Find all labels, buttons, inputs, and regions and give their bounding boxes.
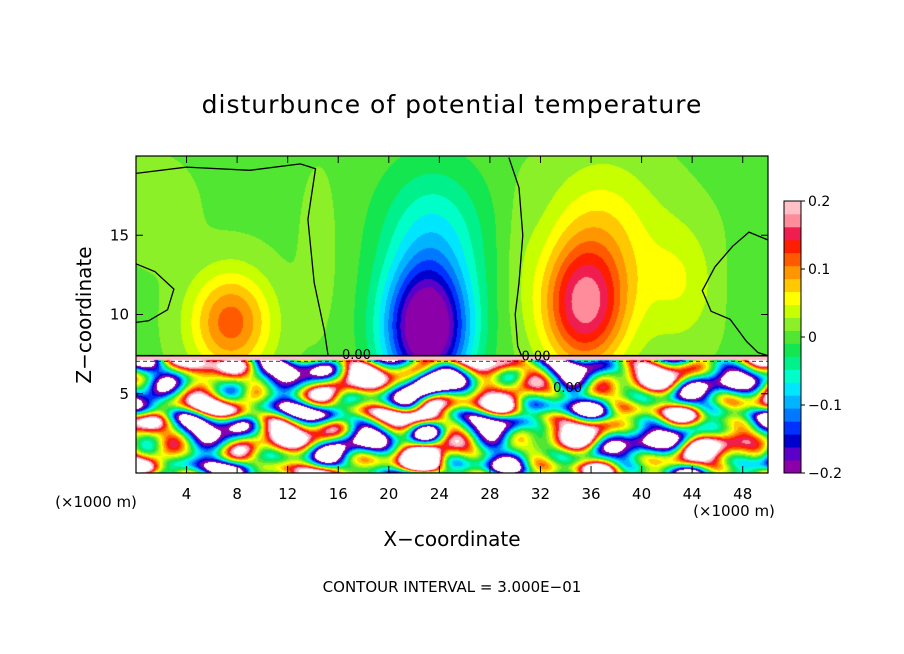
colorbar-ticks: 0.2 0.1 0 −0.1 −0.2 [801,194,842,482]
colorbar-tick-label: −0.1 [808,398,842,414]
contour-labels: 0.00 0.00 0.00 [342,348,582,396]
y-axis-label: Z−coordinate [72,246,96,383]
x-tick-label: 24 [430,485,449,503]
x-tick-label: 44 [683,485,702,503]
colorbar-swatch [784,239,801,254]
zero-contour-line [508,157,524,356]
zero-contour-line [136,163,329,356]
contour-label: 0.00 [553,381,582,396]
x-tick-label: 48 [733,485,752,503]
colorbar-swatch [784,252,801,267]
colorbar-swatch [784,460,801,474]
x-axis-unit-left: (×1000 m) [55,493,137,511]
chart-title: disturbunce of potential temperature [202,90,703,119]
colorbar-swatch [784,201,801,215]
colorbar-swatch [784,317,801,331]
colorbar-swatch [784,369,801,383]
colorbar-swatch [784,330,801,344]
x-tick-label: 12 [278,485,297,503]
colorbar-swatch [784,213,801,228]
colorbar-swatch [784,343,801,357]
y-tick-label: 10 [110,306,129,324]
colorbar-swatch [784,408,801,422]
contour-label: 0.00 [522,349,551,364]
y-axis-ticks: 5 10 15 [110,226,768,403]
colorbar-swatch [784,434,801,448]
colorbar-swatch [784,226,801,241]
x-tick-label: 36 [581,485,600,503]
x-tick-label: 40 [632,485,651,503]
y-tick-label: 5 [119,385,129,403]
contour-lines [136,157,768,362]
colorbar-tick-label: −0.2 [808,466,842,482]
colorbar-swatch [784,395,801,409]
x-axis-label: X−coordinate [383,527,520,551]
colorbar-tick-label: 0.1 [808,262,830,278]
zero-contour-line [136,263,175,324]
y-tick-label: 15 [110,226,129,244]
heatmap-field [136,156,768,473]
contour-label: 0.00 [342,348,371,363]
x-tick-label: 8 [232,485,242,503]
x-tick-label: 28 [480,485,499,503]
x-axis-ticks: 4 8 12 16 20 24 28 32 36 40 44 48 [182,156,752,503]
x-tick-label: 32 [531,485,550,503]
colorbar: 0.2 0.1 0 −0.1 −0.2 [783,194,842,482]
colorbar-swatches [784,201,801,474]
colorbar-tick-label: 0.2 [808,194,830,210]
colorbar-swatch [784,304,801,318]
x-axis-unit-right: (×1000 m) [693,502,775,520]
colorbar-swatch [784,265,801,280]
colorbar-tick-label: 0 [808,330,817,346]
colorbar-swatch [784,356,801,370]
plot-area: 0.00 0.00 0.00 [135,155,769,474]
zero-contour-line [701,231,768,357]
x-tick-label: 16 [329,485,348,503]
colorbar-swatch [784,447,801,461]
colorbar-swatch [784,278,801,293]
colorbar-swatch [784,421,801,435]
x-tick-label: 4 [182,485,192,503]
contour-interval-note: CONTOUR INTERVAL = 3.000E−01 [323,578,582,596]
colorbar-swatch [784,382,801,396]
colorbar-swatch [784,291,801,306]
x-tick-label: 20 [379,485,398,503]
